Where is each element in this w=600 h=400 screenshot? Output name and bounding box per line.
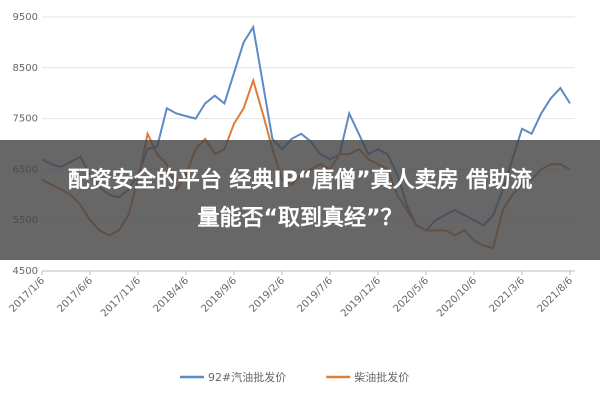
y-tick-label: 7500 <box>13 114 38 125</box>
x-tick-label: 2018/4/6 <box>152 275 192 315</box>
legend-label: 柴油批发价 <box>354 370 409 384</box>
y-tick-label: 9500 <box>13 12 38 23</box>
x-tick-label: 2018/9/6 <box>200 275 240 315</box>
headline-line: 量能否“取到真经”？ <box>197 206 403 231</box>
x-tick-label: 2020/5/6 <box>392 275 432 315</box>
x-tick-label: 2021/8/6 <box>536 275 576 315</box>
x-tick-label: 2017/11/6 <box>99 275 143 319</box>
x-tick-label: 2019/2/6 <box>248 275 288 315</box>
x-tick-label: 2019/12/6 <box>339 275 383 319</box>
x-tick-label: 2021/3/6 <box>488 275 528 315</box>
y-tick-label: 8500 <box>13 63 38 74</box>
legend-label: 92#汽油批发价 <box>208 370 286 384</box>
headline-banner: 配资安全的平台 经典IP“唐僧”真人卖房 借助流 量能否“取到真经”？ <box>0 140 600 260</box>
y-tick-label: 4500 <box>13 266 38 277</box>
x-tick-label: 2020/10/6 <box>435 275 479 319</box>
x-tick-label: 2019/7/6 <box>296 275 336 315</box>
headline-line: 配资安全的平台 经典IP“唐僧”真人卖房 借助流 <box>67 168 533 193</box>
x-tick-label: 2017/1/6 <box>8 275 48 315</box>
x-tick-label: 2017/6/6 <box>56 275 96 315</box>
